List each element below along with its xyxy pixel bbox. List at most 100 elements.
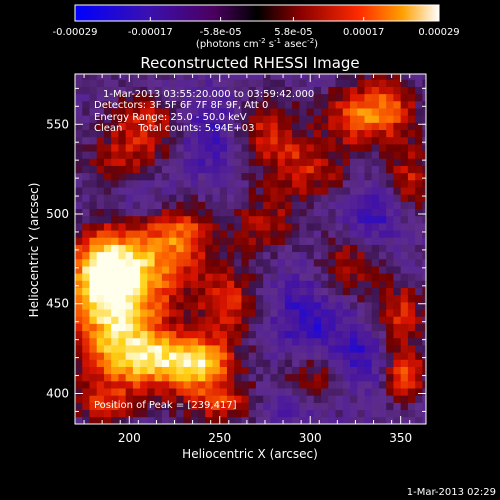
heatmap-cell [285,79,293,87]
heatmap-cell [256,410,264,418]
heatmap-cell [191,259,199,267]
heatmap-cell [314,381,322,389]
heatmap-cell [321,194,329,202]
heatmap-cell [169,74,177,80]
heatmap-cell [75,137,83,145]
heatmap-cell [328,273,336,281]
heatmap-cell [162,194,170,202]
heatmap-cell [307,295,315,303]
heatmap-cell [415,158,423,166]
heatmap-cell [379,345,387,353]
heatmap-cell [307,209,315,217]
heatmap-cell [184,201,192,209]
heatmap-cell [89,316,97,324]
heatmap-cell [321,259,329,267]
heatmap-cell [372,108,380,116]
heatmap-cell [89,338,97,346]
heatmap-cell [299,352,307,360]
heatmap-cell [82,388,90,396]
heatmap-cell [328,101,336,109]
heatmap-cell [314,266,322,274]
heatmap-cell [278,122,286,130]
heatmap-cell [241,309,249,317]
heatmap-cell [198,144,206,152]
heatmap-cell [393,388,401,396]
heatmap-cell [162,230,170,238]
heatmap-cell [162,323,170,331]
heatmap-cell [292,266,300,274]
heatmap-cell [408,302,416,310]
heatmap-cell [401,374,409,382]
heatmap-cell [162,302,170,310]
heatmap-cell [299,252,307,260]
heatmap-cell [357,345,365,353]
heatmap-cell [292,280,300,288]
heatmap-cell [285,259,293,267]
heatmap-cell [314,237,322,245]
heatmap-cell [270,331,278,339]
heatmap-cell [184,259,192,267]
heatmap-cell [350,87,358,95]
heatmap-cell [184,158,192,166]
heatmap-cell [104,259,112,267]
heatmap-cell [176,338,184,346]
heatmap-cell [234,230,242,238]
heatmap-cell [184,388,192,396]
heatmap-cell [184,74,192,80]
heatmap-cell [393,108,401,116]
heatmap-cell [155,137,163,145]
heatmap-cell [415,374,423,382]
annotation-energy: Energy Range: 25.0 - 50.0 keV [94,112,247,123]
heatmap-cell [285,402,293,410]
heatmap-cell [169,352,177,360]
heatmap-cell [350,323,358,331]
heatmap-cell [118,338,126,346]
heatmap-cell [278,209,286,217]
heatmap-cell [336,194,344,202]
heatmap-cell [249,345,257,353]
heatmap-cell [234,338,242,346]
heatmap-cell [401,295,409,303]
heatmap-cell [234,266,242,274]
heatmap-cell [220,331,228,339]
heatmap-cell [314,331,322,339]
heatmap-cell [357,309,365,317]
heatmap-cell [379,417,387,425]
heatmap-cell [357,230,365,238]
heatmap-cell [307,316,315,324]
heatmap-cell [169,79,177,87]
heatmap-cell [379,402,387,410]
heatmap-cell [162,374,170,382]
heatmap-cell [241,252,249,260]
heatmap-cell [278,309,286,317]
heatmap-cell [408,410,416,418]
heatmap-cell [357,252,365,260]
heatmap-cell [270,166,278,174]
heatmap-cell [336,288,344,296]
heatmap-cell [336,201,344,209]
heatmap-cell [292,237,300,245]
heatmap-cell [118,295,126,303]
heatmap-cell [133,309,141,317]
heatmap-cell [270,273,278,281]
heatmap-cell [372,345,380,353]
heatmap-cell [82,288,90,296]
heatmap-cell [227,345,235,353]
heatmap-cell [147,223,155,231]
heatmap-cell [75,74,83,80]
heatmap-cell [350,388,358,396]
heatmap-cell [270,209,278,217]
heatmap-cell [176,74,184,80]
heatmap-cell [292,187,300,195]
heatmap-cell [350,359,358,367]
heatmap-cell [393,367,401,375]
heatmap-cell [104,74,112,80]
heatmap-cell [75,302,83,310]
heatmap-cell [307,374,315,382]
heatmap-cell [372,295,380,303]
heatmap-cell [97,180,105,188]
heatmap-cell [82,280,90,288]
heatmap-cell [408,245,416,253]
heatmap-cell [82,417,90,425]
heatmap-cell [155,245,163,253]
